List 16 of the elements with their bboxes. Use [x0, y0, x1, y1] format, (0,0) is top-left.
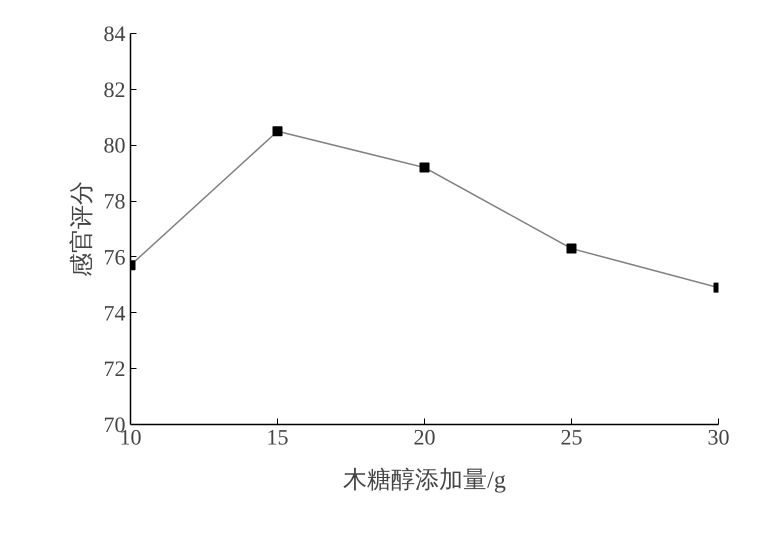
- x-axis-title: 木糖醇添加量/g: [343, 466, 506, 494]
- point: [566, 244, 576, 254]
- point: [420, 162, 430, 173]
- x-tick-label: 15: [266, 424, 288, 450]
- y-tick-label: 72: [104, 356, 126, 382]
- x-tick-label: 20: [414, 424, 436, 450]
- y-tick-label: 74: [104, 300, 126, 326]
- y-tick-label: 84: [104, 21, 126, 46]
- y-axis-title: 感官评分: [68, 181, 96, 277]
- y-tick-label: 76: [104, 244, 126, 270]
- y-tick-label: 80: [104, 132, 126, 158]
- point: [272, 126, 282, 136]
- x-tick-label: 25: [560, 424, 582, 450]
- y-tick-label: 78: [104, 188, 126, 214]
- x-tick-label: 30: [708, 424, 730, 450]
- y-tick-label: 82: [104, 76, 126, 102]
